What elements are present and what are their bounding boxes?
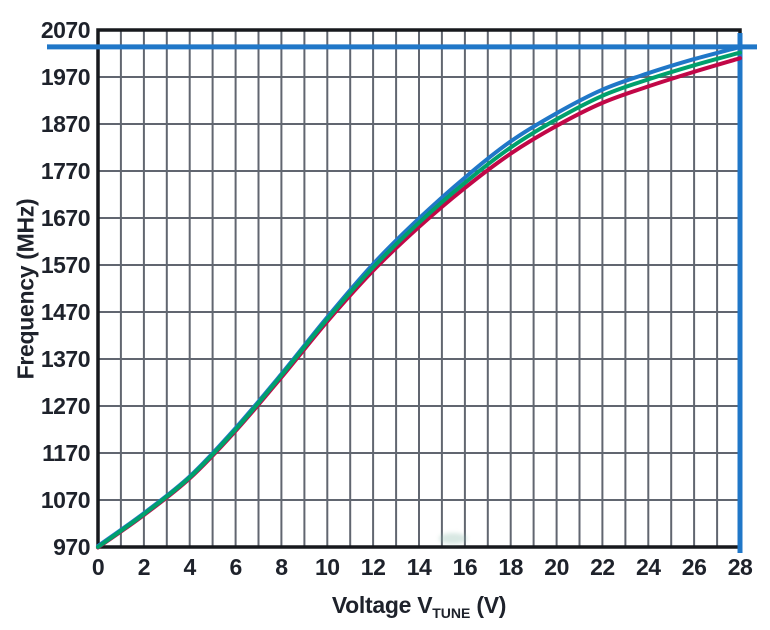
x-tick-label: 10 bbox=[315, 554, 340, 580]
x-tick-label: 6 bbox=[229, 554, 241, 580]
x-axis-title-subscript: TUNE bbox=[432, 605, 471, 621]
reference-lines bbox=[47, 33, 757, 553]
watermark-smudge bbox=[439, 533, 467, 544]
tuning-curve-mid bbox=[96, 50, 742, 549]
y-tick-label: 1970 bbox=[41, 64, 90, 90]
x-tick-label: 12 bbox=[361, 554, 386, 580]
gridlines bbox=[97, 29, 741, 548]
y-axis-title: Frequency (MHz) bbox=[12, 198, 39, 380]
y-tick-label: 970 bbox=[53, 534, 90, 560]
x-tick-label: 22 bbox=[590, 554, 615, 580]
series-curves bbox=[96, 44, 742, 550]
y-tick-label: 2070 bbox=[41, 17, 90, 43]
x-axis-title: Voltage VTUNE (V) bbox=[98, 592, 740, 621]
y-tick-label: 1670 bbox=[41, 205, 90, 231]
x-tick-label: 24 bbox=[636, 554, 661, 580]
x-tick-label: 4 bbox=[184, 554, 197, 580]
x-tick-label: 16 bbox=[453, 554, 478, 580]
y-tick-label: 1170 bbox=[42, 440, 90, 466]
x-tick-label: 18 bbox=[498, 554, 523, 580]
y-tick-label: 1370 bbox=[41, 346, 90, 372]
x-tick-label: 8 bbox=[275, 554, 288, 580]
x-axis-title-unit: (V) bbox=[476, 592, 507, 618]
y-tick-label: 1770 bbox=[41, 158, 90, 184]
x-tick-labels: 0 2 4 6 8 10 12 14 16 18 20 22 24 26 28 bbox=[92, 554, 754, 580]
x-tick-label: 26 bbox=[682, 554, 707, 580]
y-tick-label: 1270 bbox=[41, 393, 90, 419]
x-axis-title-main: Voltage V bbox=[331, 592, 433, 618]
x-tick-label: 0 bbox=[92, 554, 104, 580]
y-tick-label: 1470 bbox=[41, 299, 90, 325]
y-tick-label: 1570 bbox=[41, 252, 90, 278]
x-tick-label: 28 bbox=[728, 554, 753, 580]
x-tick-label: 20 bbox=[544, 554, 569, 580]
y-tick-label: 1870 bbox=[41, 111, 90, 137]
y-tick-labels: 970 1070 1170 1270 1370 1470 1570 1670 1770 1870 1… bbox=[41, 17, 91, 560]
x-tick-label: 14 bbox=[407, 554, 432, 580]
y-tick-label: 1070 bbox=[41, 487, 90, 513]
x-tick-label: 2 bbox=[138, 554, 150, 580]
